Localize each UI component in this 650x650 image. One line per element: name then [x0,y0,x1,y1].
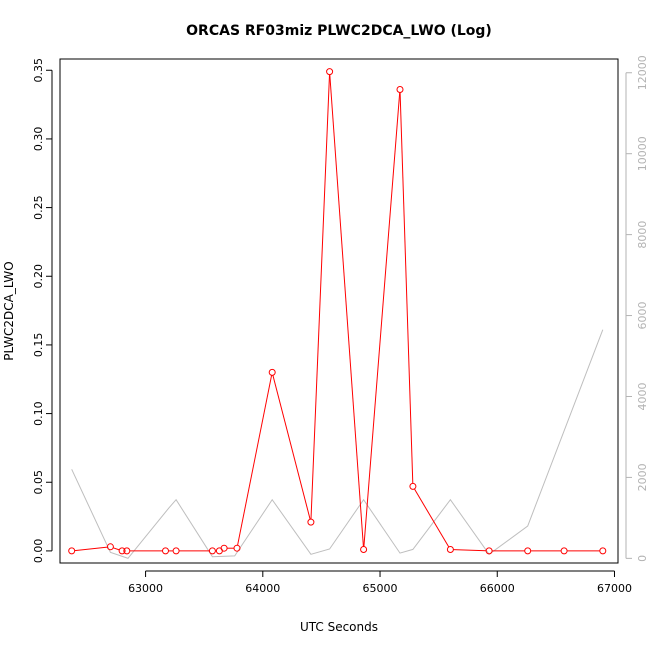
data-point [208,547,216,555]
x-axis: 63000 64000 65000 66000 67000 [128,570,632,595]
series-segment [399,92,414,484]
data-point [220,544,228,552]
x-tick-label: 67000 [597,582,632,595]
series-segment [272,375,311,520]
y-axis-left: 0.00 0.05 0.10 0.15 0.20 0.25 0.30 0.35 [32,58,53,564]
x-tick-label: 63000 [128,582,163,595]
series-segment [74,546,108,552]
series-segment [237,375,273,546]
series-segment [329,74,364,547]
y2-tick-label: 2000 [636,463,649,491]
y-tick-label: 0.15 [32,333,45,358]
data-point [396,86,404,93]
y-tick-label: 0.25 [32,195,45,220]
y2-tick-label: 12000 [636,55,649,90]
series-segment [453,549,487,552]
x-tick-label: 65000 [363,582,398,595]
y2-tick-label: 8000 [636,221,649,249]
data-point [560,547,568,555]
chart-title: ORCAS RF03miz PLWC2DCA_LWO (Log) [186,23,492,39]
series-segment [363,92,401,547]
plot-frame [59,58,619,564]
y2-tick-label: 4000 [636,382,649,410]
x-tick-label: 64000 [245,582,280,595]
data-point [68,547,76,555]
y-axis-label: PLWC2DCA_LWO [2,261,16,360]
y-tick-label: 0.20 [32,264,45,289]
y-tick-label: 0.30 [32,127,45,152]
y-tick-label: 0.10 [32,401,45,426]
series-segment [113,547,120,551]
data-point [268,368,276,376]
y-tick-label: 0.00 [32,539,45,564]
data-point [485,547,493,555]
y-tick-label: 0.35 [32,58,45,83]
data-point [446,546,454,553]
y2-tick-label: 0 [636,555,649,562]
x-axis-label: UTC Seconds [300,620,378,634]
y2-tick-label: 6000 [636,302,649,330]
data-point [106,543,114,551]
plot-area [68,68,607,559]
x-tick-label: 66000 [480,582,515,595]
series-line-right-0 [71,329,604,559]
y2-tick-label: 10000 [636,136,649,171]
data-point [123,547,131,555]
data-point [307,518,315,526]
y-tick-label: 0.05 [32,470,45,495]
series-segment [413,488,450,548]
data-point [172,547,180,555]
data-point [360,546,368,553]
data-point [599,547,607,555]
series-segment [310,74,330,520]
data-point [409,482,417,490]
data-point [326,68,334,76]
y-axis-right: 0 2000 4000 6000 8000 10000 12000 [625,55,649,562]
data-point [162,547,169,555]
data-point [524,547,532,555]
data-point [233,544,241,552]
data-point [118,547,126,555]
